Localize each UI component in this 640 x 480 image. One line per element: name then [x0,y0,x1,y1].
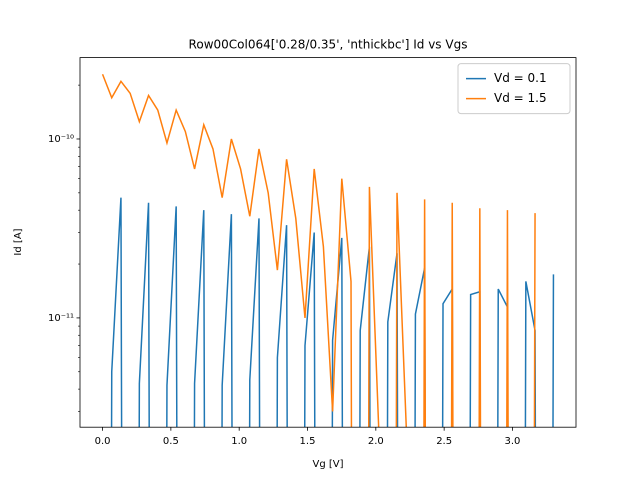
x-tick-label: 2.0 [368,436,384,447]
legend-label: Vd = 0.1 [494,71,547,85]
x-tick-label: 1.0 [231,436,247,447]
data-line [110,197,555,428]
x-tick-label: 0.0 [95,436,111,447]
legend-box [457,63,571,115]
chart-title: Row00Col064['0.28/0.35', 'nthickbc'] Id … [189,38,468,52]
y-tick-label: 10⁻¹¹ [48,313,74,324]
x-tick-label: 1.5 [300,436,316,447]
y-axis-label: Id [A] [13,228,24,255]
x-tick-label: 2.5 [436,436,452,447]
data-line [101,73,536,428]
legend-label: Vd = 1.5 [494,91,547,105]
x-tick-label: 3.0 [505,436,521,447]
axes-frame [79,57,577,428]
x-axis-label: Vg [V] [312,459,343,470]
y-tick-label: 10⁻¹⁰ [48,134,74,145]
x-tick-label: 0.5 [163,436,179,447]
plot-area [101,73,555,428]
